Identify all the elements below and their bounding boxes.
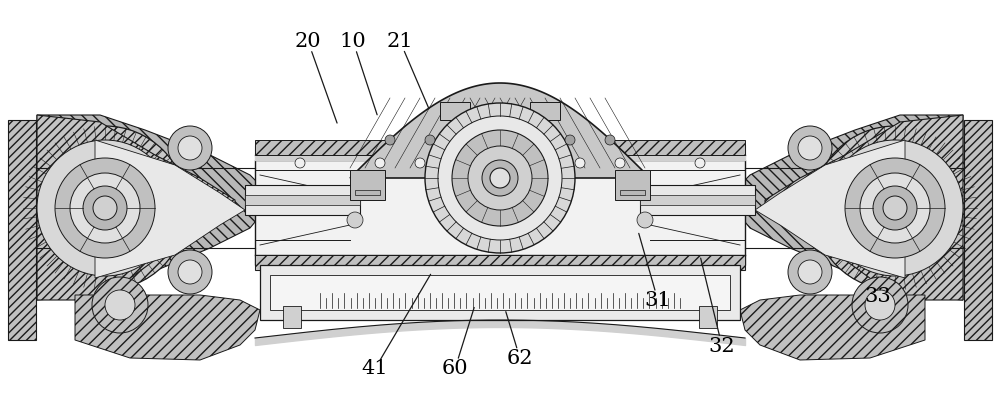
Circle shape bbox=[852, 277, 908, 333]
Circle shape bbox=[55, 158, 155, 258]
Bar bbox=[245, 195, 360, 205]
Circle shape bbox=[83, 186, 127, 230]
Circle shape bbox=[93, 196, 117, 220]
Circle shape bbox=[425, 103, 575, 253]
Polygon shape bbox=[350, 83, 650, 178]
Circle shape bbox=[813, 126, 977, 290]
Bar bbox=[255, 140, 745, 155]
Polygon shape bbox=[75, 295, 260, 360]
Bar bbox=[640, 185, 755, 215]
Circle shape bbox=[575, 158, 585, 168]
Polygon shape bbox=[95, 140, 245, 278]
Circle shape bbox=[883, 196, 907, 220]
Circle shape bbox=[637, 212, 653, 228]
Text: 31: 31 bbox=[645, 291, 671, 310]
Circle shape bbox=[788, 126, 832, 170]
Circle shape bbox=[178, 260, 202, 284]
Bar bbox=[8, 120, 36, 340]
Bar bbox=[255, 255, 745, 270]
Bar bbox=[620, 190, 645, 195]
Circle shape bbox=[827, 140, 963, 276]
Circle shape bbox=[415, 158, 425, 168]
Polygon shape bbox=[755, 140, 905, 278]
Circle shape bbox=[605, 135, 615, 145]
Bar bbox=[699, 306, 717, 328]
Polygon shape bbox=[740, 295, 925, 360]
Circle shape bbox=[860, 173, 930, 243]
Circle shape bbox=[788, 250, 832, 294]
Circle shape bbox=[168, 126, 212, 170]
Text: 20: 20 bbox=[295, 32, 321, 51]
Circle shape bbox=[482, 160, 518, 196]
Circle shape bbox=[70, 173, 140, 243]
Text: 10: 10 bbox=[340, 32, 366, 51]
Polygon shape bbox=[37, 115, 235, 300]
Circle shape bbox=[452, 130, 548, 226]
Circle shape bbox=[873, 186, 917, 230]
Circle shape bbox=[468, 146, 532, 210]
Circle shape bbox=[490, 168, 510, 188]
Polygon shape bbox=[37, 115, 265, 300]
Circle shape bbox=[845, 158, 945, 258]
Circle shape bbox=[23, 126, 187, 290]
Bar bbox=[964, 120, 992, 340]
Text: 60: 60 bbox=[442, 359, 468, 378]
Circle shape bbox=[695, 158, 705, 168]
Circle shape bbox=[92, 277, 148, 333]
Circle shape bbox=[178, 136, 202, 160]
Bar bbox=[245, 185, 360, 215]
Polygon shape bbox=[735, 115, 963, 300]
Bar bbox=[440, 102, 470, 120]
Circle shape bbox=[438, 116, 562, 240]
Bar bbox=[350, 170, 385, 200]
Circle shape bbox=[37, 140, 173, 276]
Text: 62: 62 bbox=[507, 349, 533, 368]
Circle shape bbox=[865, 290, 895, 320]
Circle shape bbox=[105, 290, 135, 320]
Polygon shape bbox=[765, 115, 963, 300]
Circle shape bbox=[425, 135, 435, 145]
Circle shape bbox=[565, 135, 575, 145]
Bar bbox=[283, 306, 301, 328]
Circle shape bbox=[798, 136, 822, 160]
Circle shape bbox=[615, 158, 625, 168]
Text: 33: 33 bbox=[865, 287, 891, 306]
Bar bbox=[270, 275, 730, 310]
Circle shape bbox=[798, 260, 822, 284]
Circle shape bbox=[375, 158, 385, 168]
Circle shape bbox=[347, 212, 363, 228]
Bar bbox=[640, 195, 755, 205]
Circle shape bbox=[295, 158, 305, 168]
Text: 32: 32 bbox=[709, 337, 735, 356]
Bar bbox=[260, 265, 740, 320]
Circle shape bbox=[385, 135, 395, 145]
Bar bbox=[255, 160, 745, 265]
Circle shape bbox=[168, 250, 212, 294]
Bar bbox=[355, 190, 380, 195]
Text: 41: 41 bbox=[362, 359, 388, 378]
Text: 21: 21 bbox=[387, 32, 413, 51]
Circle shape bbox=[495, 135, 505, 145]
Bar bbox=[530, 102, 560, 120]
Bar bbox=[615, 170, 650, 200]
